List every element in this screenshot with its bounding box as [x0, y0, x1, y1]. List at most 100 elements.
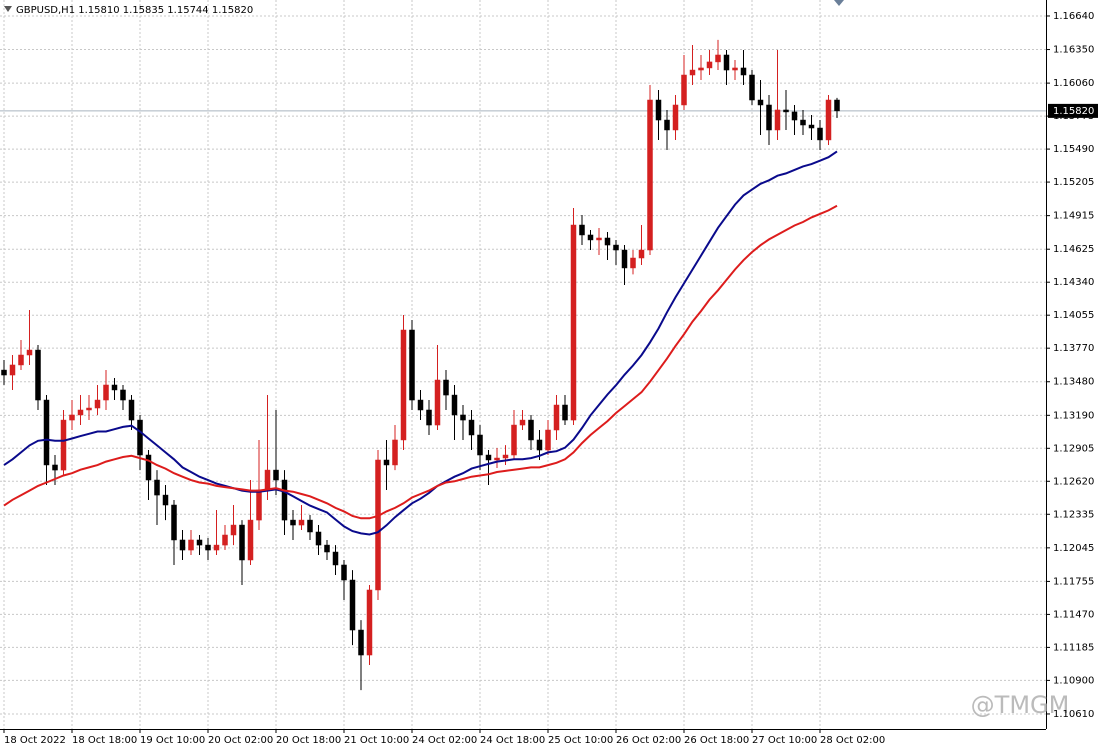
candle-body	[519, 419, 526, 426]
candle-body	[349, 579, 356, 631]
candle-body	[553, 404, 560, 431]
x-tick-label: 18 Oct 2022	[4, 735, 66, 746]
candle-body	[77, 409, 84, 416]
x-tick-label: 26 Oct 02:00	[616, 735, 681, 746]
y-tick-label: 1.14055	[1053, 310, 1094, 321]
candle-body	[162, 494, 169, 506]
candle-body	[103, 384, 109, 401]
candle-body	[94, 399, 101, 409]
candle-body	[417, 399, 424, 411]
candle-body	[783, 109, 789, 113]
candle-body	[740, 67, 747, 76]
candle-body	[298, 519, 305, 526]
candle-body	[451, 394, 458, 416]
candle-body	[613, 244, 619, 251]
candle-body	[137, 419, 143, 456]
candle-body	[570, 224, 577, 421]
candle-body	[536, 439, 543, 451]
candle-body	[494, 457, 500, 461]
candle-body	[154, 479, 160, 496]
candle-body	[52, 464, 58, 471]
y-tick-label: 1.12620	[1053, 476, 1094, 487]
candle-body	[426, 409, 432, 426]
candle-body	[383, 459, 390, 466]
candle-body	[808, 124, 815, 129]
y-tick-label: 1.15490	[1053, 144, 1094, 155]
shift-marker	[834, 0, 844, 6]
x-tick-label: 25 Oct 10:00	[548, 735, 613, 746]
candle-body	[817, 127, 823, 141]
y-tick-label: 1.11755	[1053, 576, 1094, 587]
y-tick-label: 1.16350	[1053, 45, 1094, 56]
candle-body	[528, 419, 534, 441]
y-tick-label: 1.11185	[1053, 642, 1094, 653]
candle-body	[460, 414, 466, 421]
y-tick-label: 1.14340	[1053, 277, 1094, 288]
candle-body	[774, 109, 781, 131]
candle-body	[511, 424, 517, 456]
candle-body	[205, 544, 211, 551]
candle-body	[230, 524, 237, 536]
candle-body	[128, 399, 135, 421]
candle-body	[502, 454, 509, 459]
candle-body	[256, 489, 262, 521]
candle-body	[579, 224, 585, 236]
candle-body	[681, 74, 687, 106]
candle-body	[655, 99, 662, 121]
candle-body	[630, 257, 636, 269]
candle-body	[315, 531, 322, 546]
moving-average-line	[3, 150, 838, 536]
x-tick-label: 26 Oct 18:00	[684, 735, 749, 746]
x-tick-label: 27 Oct 10:00	[752, 735, 817, 746]
candle-body	[273, 469, 279, 481]
y-tick-label: 1.12335	[1053, 509, 1094, 520]
candle-body	[324, 544, 330, 553]
plot	[1, 39, 840, 691]
candle-body	[732, 67, 738, 71]
y-tick-label: 1.14915	[1053, 211, 1094, 222]
candle-body	[375, 459, 381, 591]
candle-body	[171, 504, 177, 541]
candle-body	[307, 519, 313, 533]
candle-body	[290, 519, 296, 526]
candle-body	[111, 384, 118, 391]
candle-body	[689, 69, 696, 76]
candle-body	[723, 54, 730, 71]
candle-body	[43, 399, 50, 466]
candle-body	[468, 419, 475, 436]
candle-body	[800, 119, 806, 126]
y-tick-label: 1.12045	[1053, 543, 1094, 554]
candle-body	[715, 54, 721, 63]
candle-body	[9, 364, 16, 376]
candle-body	[400, 329, 407, 441]
candle-body	[638, 249, 645, 259]
y-tick-label: 1.16060	[1053, 78, 1094, 89]
candle-body	[247, 519, 254, 561]
candle-body	[443, 379, 449, 396]
candle-body	[664, 119, 670, 131]
candle-body	[434, 379, 441, 426]
candle-body	[791, 111, 798, 121]
candle-body	[749, 74, 755, 101]
candle-body	[239, 524, 245, 561]
candle-body	[392, 439, 398, 466]
candle-body	[196, 539, 203, 546]
candle-body	[213, 544, 220, 551]
x-tick-label: 24 Oct 18:00	[480, 735, 545, 746]
y-tick-label: 1.16640	[1053, 11, 1094, 22]
candle-body	[179, 539, 186, 551]
candle-body	[69, 414, 75, 421]
candle-body	[757, 99, 764, 106]
candle-body	[477, 434, 483, 456]
y-tick-label: 1.13190	[1053, 410, 1094, 421]
x-tick-label: 24 Oct 02:00	[412, 735, 477, 746]
candle-body	[281, 479, 288, 521]
watermark: @TMGM	[971, 691, 1070, 719]
candle-body	[86, 407, 92, 411]
x-tick-label: 19 Oct 10:00	[140, 735, 205, 746]
candle-body	[825, 99, 832, 141]
chart-title: GBPUSD,H1 1.15810 1.15835 1.15744 1.1582…	[16, 5, 253, 16]
x-tick-label: 20 Oct 18:00	[276, 735, 341, 746]
candle-body	[358, 629, 364, 656]
